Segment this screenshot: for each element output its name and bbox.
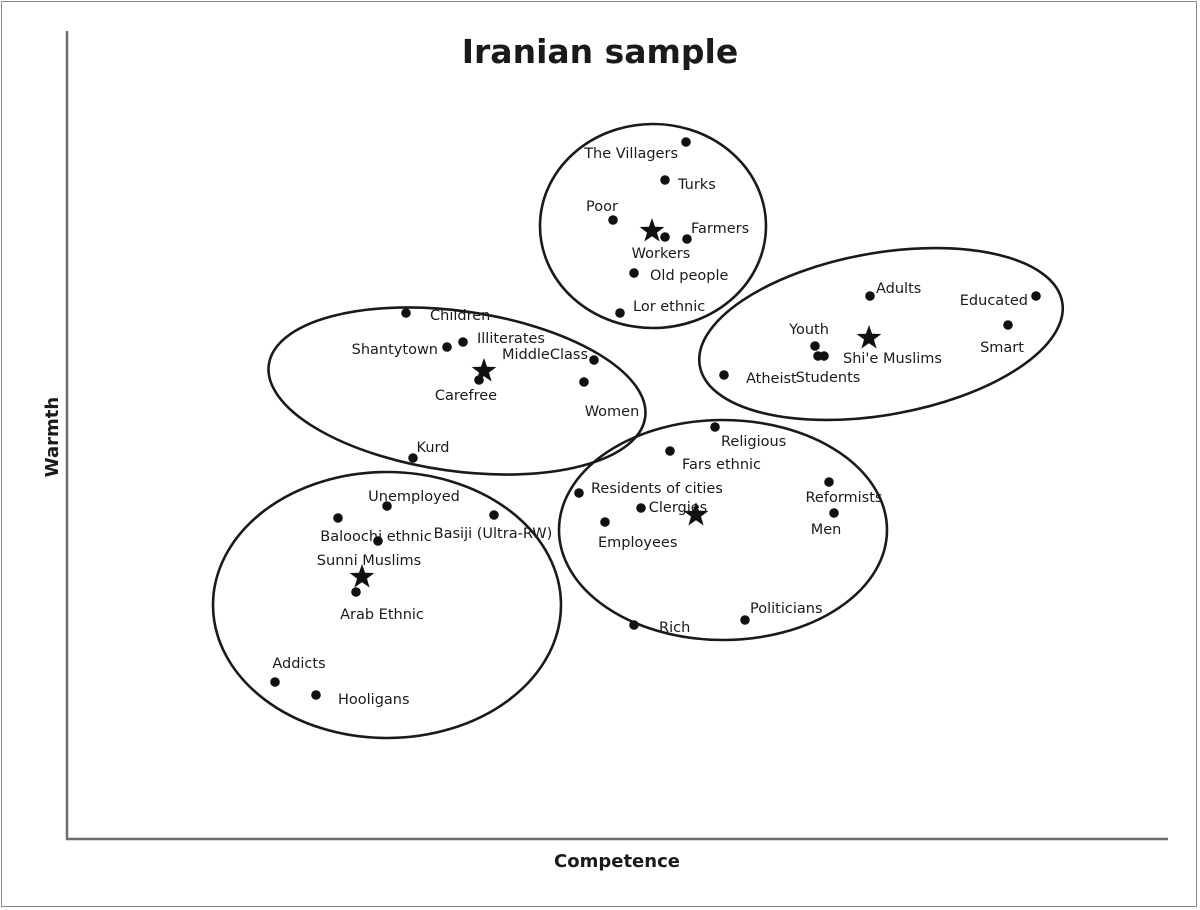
data-point	[1031, 291, 1041, 301]
data-point-label: Reformists	[806, 490, 883, 506]
cluster-centroid-star	[471, 358, 497, 382]
data-point-label: Illiterates	[477, 331, 545, 347]
data-point	[636, 503, 646, 513]
data-point-label: Shantytown	[352, 342, 438, 358]
data-point-label: Carefree	[435, 388, 497, 404]
data-point	[608, 215, 618, 225]
data-point	[311, 690, 321, 700]
data-point-label: Turks	[677, 177, 716, 193]
cluster-centroid-star	[349, 564, 375, 588]
data-point-label: Residents of cities	[591, 481, 723, 497]
data-point	[382, 501, 392, 511]
cluster-outline	[557, 418, 889, 642]
cluster-outline	[211, 470, 563, 740]
data-point	[710, 422, 720, 432]
cluster-outline	[267, 306, 647, 476]
cluster-outline	[697, 246, 1065, 422]
data-point-label: Hooligans	[338, 692, 410, 708]
data-point	[865, 291, 875, 301]
data-point-label: Basiji (Ultra-RW)	[434, 526, 553, 542]
cluster-outline	[538, 122, 768, 330]
data-point	[660, 175, 670, 185]
data-point-label: Kurd	[417, 440, 450, 456]
data-point-label: Workers	[632, 246, 691, 262]
data-point-label: Students	[796, 370, 861, 386]
data-point-label: Lor ethnic	[633, 299, 705, 315]
data-point	[442, 342, 452, 352]
data-point	[740, 615, 750, 625]
data-point-label: Farmers	[691, 221, 749, 237]
data-point-label: Shi'e Muslims	[843, 351, 942, 367]
data-point-label: Unemployed	[368, 489, 460, 505]
x-axis-label: Competence	[554, 851, 680, 872]
data-point-label: Men	[811, 522, 842, 538]
data-point-label: Fars ethnic	[682, 457, 761, 473]
data-point	[574, 488, 584, 498]
data-point-label: Educated	[960, 293, 1028, 309]
data-point	[401, 308, 411, 318]
data-point	[682, 234, 692, 244]
data-point-label: Poor	[586, 199, 618, 215]
data-point-label: Smart	[980, 340, 1024, 356]
data-point-label: Children	[430, 308, 490, 324]
cluster-centroid-star	[683, 502, 709, 526]
data-point	[333, 513, 343, 523]
data-point	[600, 517, 610, 527]
data-point	[1003, 320, 1013, 330]
data-point-label: Arab Ethnic	[340, 607, 424, 623]
data-point-label: Rich	[659, 620, 690, 636]
data-point	[829, 508, 839, 518]
data-point	[615, 308, 625, 318]
data-point-label: Sunni Muslims	[317, 553, 421, 569]
data-point	[408, 453, 418, 463]
data-point	[629, 620, 639, 630]
data-point	[373, 536, 383, 546]
cluster-outlines	[211, 122, 1065, 740]
data-point-label: Women	[585, 404, 640, 420]
y-axis-label: Warmth	[42, 397, 63, 477]
data-point	[629, 268, 639, 278]
data-point-label: Old people	[650, 268, 728, 284]
cluster-centroid-star	[639, 218, 665, 242]
data-point-label: Religious	[721, 434, 786, 450]
data-point	[665, 446, 675, 456]
data-point	[579, 377, 589, 387]
data-point-label: The Villagers	[583, 146, 678, 162]
data-point-label: MiddleClass	[502, 347, 588, 363]
chart-title: Iranian sample	[462, 32, 739, 71]
cluster-centroid-star	[856, 325, 882, 349]
data-point	[824, 477, 834, 487]
data-point	[681, 137, 691, 147]
data-point	[813, 351, 823, 361]
data-point-label: Adults	[876, 281, 921, 297]
data-point	[589, 355, 599, 365]
data-point-label: Addicts	[272, 656, 325, 672]
data-point-label: Youth	[788, 322, 829, 338]
data-point	[719, 370, 729, 380]
data-point-label: Atheist	[746, 371, 797, 387]
data-point	[270, 677, 280, 687]
data-point	[810, 341, 820, 351]
data-point-label: Employees	[598, 535, 677, 551]
data-point	[660, 232, 670, 242]
data-point	[489, 510, 499, 520]
data-point	[351, 587, 361, 597]
data-point-label: Politicians	[750, 601, 823, 617]
data-point	[458, 337, 468, 347]
